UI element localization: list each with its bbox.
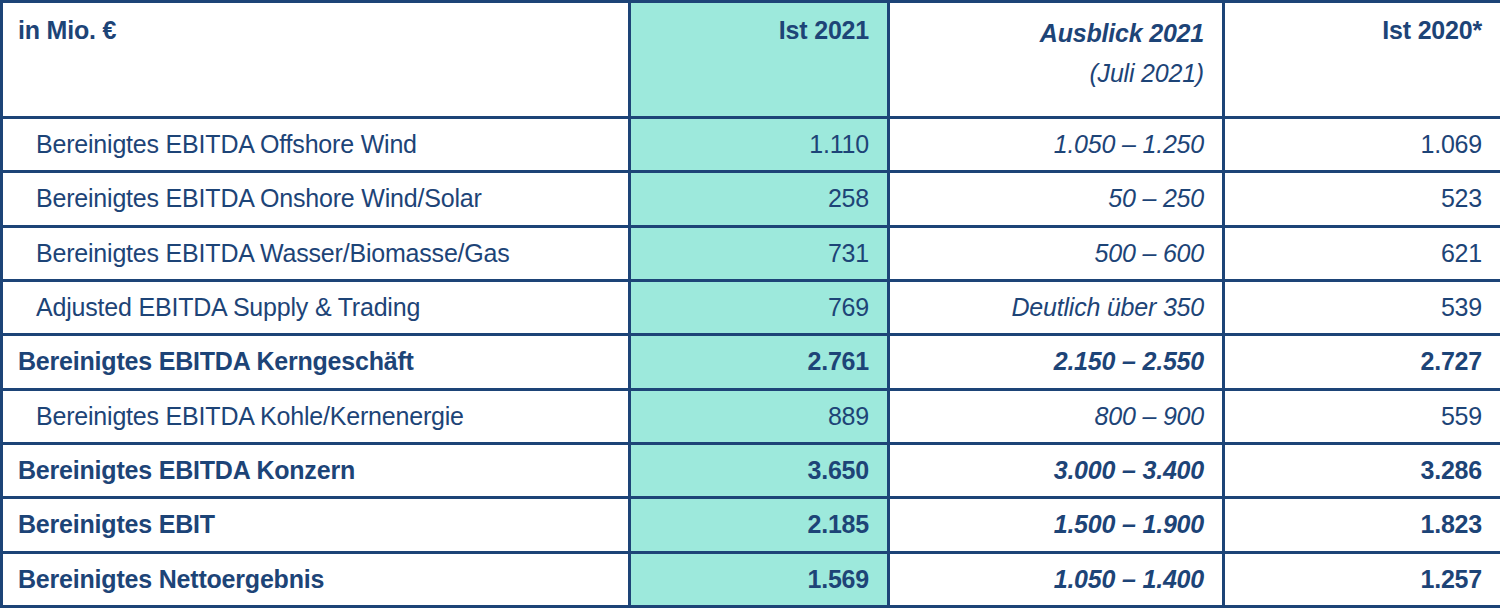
value-ist-2020: 1.069 (1224, 118, 1500, 172)
header-row: in Mio. € Ist 2021 Ausblick 2021 (Juli 20… (2, 2, 1500, 118)
table-row: Bereinigtes EBITDA Onshore Wind/Solar 25… (2, 172, 1500, 226)
row-label: Adjusted EBITDA Supply & Trading (2, 280, 630, 334)
value-ist-2020: 1.257 (1224, 552, 1500, 606)
value-ist-2021: 258 (630, 172, 889, 226)
value-ist-2020: 2.727 (1224, 335, 1500, 389)
header-ausblick-subtitle: (Juli 2021) (890, 53, 1204, 93)
value-ist-2021: 3.650 (630, 443, 889, 497)
table-row: Bereinigtes Nettoergebnis 1.569 1.050 – … (2, 552, 1500, 606)
row-label: Bereinigtes EBITDA Wasser/Biomasse/Gas (2, 226, 630, 280)
financial-results-table: in Mio. € Ist 2021 Ausblick 2021 (Juli 20… (0, 0, 1500, 608)
table-row: Bereinigtes EBITDA Offshore Wind 1.110 1… (2, 118, 1500, 172)
value-ist-2021: 1.569 (630, 552, 889, 606)
header-ist-2020: Ist 2020* (1224, 2, 1500, 118)
header-ist-2021: Ist 2021 (630, 2, 889, 118)
value-ausblick-2021: 1.050 – 1.400 (889, 552, 1224, 606)
row-label: Bereinigtes EBITDA Kohle/Kernenergie (2, 389, 630, 443)
value-ist-2020: 3.286 (1224, 443, 1500, 497)
value-ist-2020: 523 (1224, 172, 1500, 226)
table-row: Bereinigtes EBITDA Wasser/Biomasse/Gas 7… (2, 226, 1500, 280)
row-label: Bereinigtes Nettoergebnis (2, 552, 630, 606)
value-ist-2020: 539 (1224, 280, 1500, 334)
table-row: Bereinigtes EBITDA Kohle/Kernenergie 889… (2, 389, 1500, 443)
value-ist-2020: 559 (1224, 389, 1500, 443)
table-row: Adjusted EBITDA Supply & Trading 769 Deu… (2, 280, 1500, 334)
row-label: Bereinigtes EBITDA Kerngeschäft (2, 335, 630, 389)
table-row: Bereinigtes EBITDA Konzern 3.650 3.000 –… (2, 443, 1500, 497)
value-ist-2021: 731 (630, 226, 889, 280)
row-label: Bereinigtes EBIT (2, 498, 630, 552)
value-ausblick-2021: 1.500 – 1.900 (889, 498, 1224, 552)
value-ausblick-2021: 2.150 – 2.550 (889, 335, 1224, 389)
value-ausblick-2021: 3.000 – 3.400 (889, 443, 1224, 497)
value-ist-2021: 2.761 (630, 335, 889, 389)
header-ausblick-2021: Ausblick 2021 (Juli 2021) (889, 2, 1224, 118)
value-ist-2021: 2.185 (630, 498, 889, 552)
value-ist-2021: 1.110 (630, 118, 889, 172)
value-ausblick-2021: Deutlich über 350 (889, 280, 1224, 334)
value-ist-2020: 1.823 (1224, 498, 1500, 552)
value-ausblick-2021: 800 – 900 (889, 389, 1224, 443)
header-unit-label: in Mio. € (2, 2, 630, 118)
table-row: Bereinigtes EBIT 2.185 1.500 – 1.900 1.8… (2, 498, 1500, 552)
value-ist-2020: 621 (1224, 226, 1500, 280)
value-ist-2021: 769 (630, 280, 889, 334)
header-ausblick-title: Ausblick 2021 (1040, 19, 1204, 47)
table-row: Bereinigtes EBITDA Kerngeschäft 2.761 2.… (2, 335, 1500, 389)
value-ausblick-2021: 500 – 600 (889, 226, 1224, 280)
row-label: Bereinigtes EBITDA Onshore Wind/Solar (2, 172, 630, 226)
value-ausblick-2021: 1.050 – 1.250 (889, 118, 1224, 172)
value-ausblick-2021: 50 – 250 (889, 172, 1224, 226)
value-ist-2021: 889 (630, 389, 889, 443)
row-label: Bereinigtes EBITDA Konzern (2, 443, 630, 497)
row-label: Bereinigtes EBITDA Offshore Wind (2, 118, 630, 172)
